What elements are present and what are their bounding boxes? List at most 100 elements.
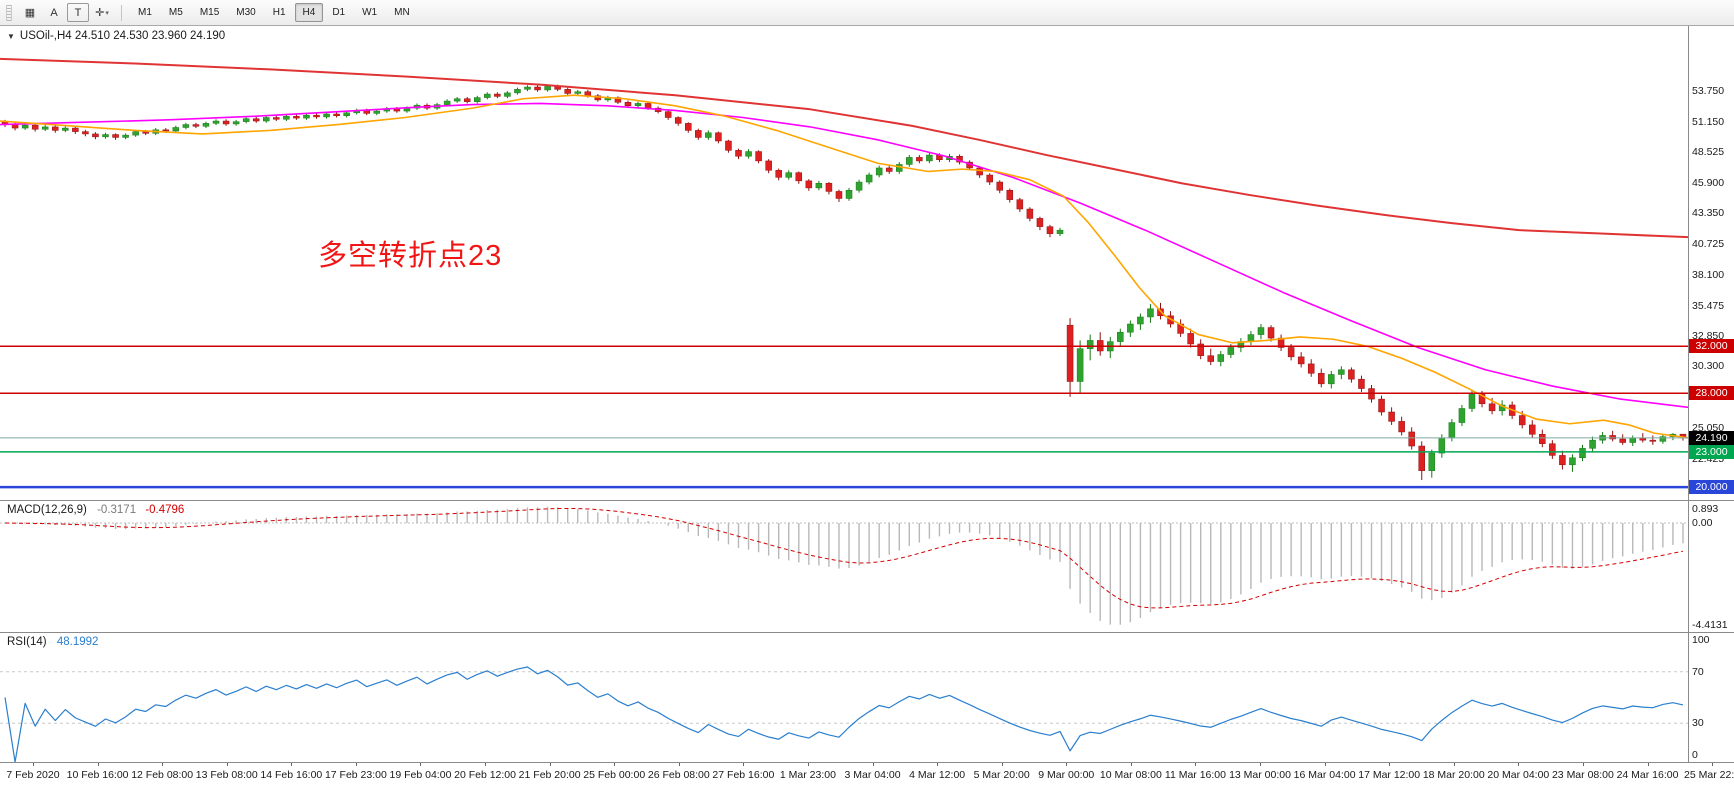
price-chart-panel: ▼ USOil-,H4 24.510 24.530 23.960 24.190 … bbox=[0, 26, 1734, 500]
time-axis-tick bbox=[97, 763, 99, 766]
timeframe-button-m30[interactable]: M30 bbox=[228, 3, 263, 22]
text-tool-icon: T bbox=[74, 6, 82, 19]
time-axis-tick bbox=[1066, 763, 1068, 766]
rsi-plot[interactable]: RSI(14) 48.1992 bbox=[0, 633, 1688, 762]
time-axis-label: 21 Feb 20:00 bbox=[518, 769, 581, 781]
time-axis-tick bbox=[1453, 763, 1455, 766]
price-chart-canvas[interactable] bbox=[0, 26, 1688, 500]
rsi-title: RSI(14) 48.1992 bbox=[7, 636, 98, 648]
macd-title: MACD(12,26,9) -0.3171 -0.4796 bbox=[7, 504, 184, 516]
macd-axis-label: 0.893 bbox=[1692, 503, 1719, 515]
time-axis-tick bbox=[807, 763, 809, 766]
time-axis-label: 13 Mar 00:00 bbox=[1229, 769, 1291, 781]
rsi-axis-label: 100 bbox=[1692, 634, 1710, 646]
rsi-panel: RSI(14) 48.1992 100 70 30 0 bbox=[0, 632, 1734, 762]
timeframe-button-h1[interactable]: H1 bbox=[265, 3, 294, 22]
timeframe-button-m15[interactable]: M15 bbox=[192, 3, 227, 22]
rsi-label: RSI(14) bbox=[7, 636, 47, 648]
time-axis-tick bbox=[1001, 763, 1003, 766]
rsi-axis[interactable]: 100 70 30 0 bbox=[1688, 633, 1734, 762]
timeframe-button-d1[interactable]: D1 bbox=[324, 3, 353, 22]
time-axis-tick bbox=[226, 763, 228, 766]
price-axis-label: 43.350 bbox=[1692, 207, 1725, 220]
symbol-info: ▼ USOil-,H4 24.510 24.530 23.960 24.190 bbox=[7, 30, 225, 42]
time-axis-tick bbox=[1518, 763, 1520, 766]
timeframe-button-h4[interactable]: H4 bbox=[294, 3, 324, 22]
price-axis-label: 35.475 bbox=[1692, 299, 1725, 312]
price-axis-label: 48.525 bbox=[1692, 146, 1725, 159]
price-axis-label: 38.100 bbox=[1692, 268, 1725, 281]
macd-canvas[interactable] bbox=[0, 501, 1688, 632]
time-axis-tick bbox=[549, 763, 551, 766]
macd-signal-value: -0.4796 bbox=[145, 504, 185, 516]
rsi-value: 48.1992 bbox=[56, 636, 99, 648]
price-axis-label: 25.050 bbox=[1692, 421, 1725, 434]
time-axis-tick bbox=[291, 763, 293, 766]
toolbar-chart-mode-button[interactable]: ▦ bbox=[19, 3, 41, 22]
macd-panel: MACD(12,26,9) -0.3171 -0.4796 0.893 0.00 -… bbox=[0, 500, 1734, 632]
time-axis-tick bbox=[485, 763, 487, 766]
macd-plot[interactable]: MACD(12,26,9) -0.3171 -0.4796 bbox=[0, 501, 1688, 632]
time-axis-tick bbox=[743, 763, 745, 766]
price-axis-label: 51.150 bbox=[1692, 115, 1725, 128]
time-axis-tick bbox=[1389, 763, 1391, 766]
time-axis-label: 26 Feb 08:00 bbox=[647, 769, 710, 781]
annotation-text[interactable]: 多空转折点23 bbox=[318, 240, 503, 272]
time-axis-label: 5 Mar 20:00 bbox=[973, 769, 1030, 781]
price-level-tag: 28.000 bbox=[1689, 386, 1734, 401]
rsi-axis-label: 70 bbox=[1692, 665, 1704, 678]
time-axis-label: 19 Feb 04:00 bbox=[389, 769, 452, 781]
time-axis-label: 12 Feb 08:00 bbox=[131, 769, 194, 781]
timeframe-button-m5[interactable]: M5 bbox=[161, 3, 191, 22]
drawing-tools-toolbar: ▦ A T ✛ ▾ bbox=[19, 3, 113, 22]
toolbar-separator bbox=[121, 4, 122, 21]
timeframe-button-mn[interactable]: MN bbox=[386, 3, 418, 22]
chart-mode-icon: ▦ bbox=[24, 7, 36, 19]
time-axis-tick bbox=[1324, 763, 1326, 766]
price-level-tag: 20.000 bbox=[1689, 480, 1734, 495]
timeframe-toolbar: M1 M5 M15 M30 H1 H4 D1 W1 MN bbox=[130, 3, 418, 22]
time-axis-label: 27 Feb 16:00 bbox=[712, 769, 775, 781]
price-chart-plot[interactable]: ▼ USOil-,H4 24.510 24.530 23.960 24.190 … bbox=[0, 26, 1688, 500]
time-axis-label: 25 Mar 22:0 bbox=[1684, 769, 1734, 781]
toolbar-crosshair-tool-button[interactable]: ✛ ▾ bbox=[91, 3, 113, 22]
price-level-tag: 23.000 bbox=[1689, 444, 1734, 459]
price-axis[interactable]: 53.750 51.150 48.525 45.900 43.350 40.725 38.1… bbox=[1688, 26, 1734, 500]
time-axis[interactable]: 7 Feb 2020 10 Feb 16:00 12 Feb 08:00 13 Feb… bbox=[0, 762, 1734, 786]
time-axis-label: 4 Mar 12:00 bbox=[909, 769, 966, 781]
time-axis-tick bbox=[872, 763, 874, 766]
toolbar-annotation-a-button[interactable]: A bbox=[43, 3, 65, 22]
dropdown-caret-icon: ▾ bbox=[105, 9, 109, 17]
price-axis-label: 45.900 bbox=[1692, 177, 1725, 190]
time-axis-label: 3 Mar 04:00 bbox=[844, 769, 901, 781]
price-axis-label: 30.300 bbox=[1692, 360, 1725, 373]
time-axis-label: 17 Mar 12:00 bbox=[1358, 769, 1421, 781]
time-axis-label: 10 Feb 16:00 bbox=[66, 769, 129, 781]
time-axis-label: 23 Mar 08:00 bbox=[1551, 769, 1614, 781]
toolbar-grip[interactable] bbox=[6, 4, 12, 21]
time-axis-label: 1 Mar 23:00 bbox=[779, 769, 836, 781]
rsi-axis-label: 0 bbox=[1692, 749, 1698, 761]
time-axis-label: 14 Feb 16:00 bbox=[260, 769, 323, 781]
time-axis-label: 25 Feb 00:00 bbox=[583, 769, 646, 781]
toolbar: ▦ A T ✛ ▾ M1 M5 M15 M30 H1 H4 D1 W1 MN bbox=[0, 0, 1734, 26]
time-axis-label: 24 Mar 16:00 bbox=[1616, 769, 1679, 781]
time-axis-tick bbox=[678, 763, 680, 766]
macd-axis[interactable]: 0.893 0.00 -4.4131 bbox=[1688, 501, 1734, 632]
rsi-axis-label: 30 bbox=[1692, 717, 1704, 730]
toolbar-text-tool-button[interactable]: T bbox=[67, 3, 89, 22]
timeframe-button-w1[interactable]: W1 bbox=[354, 3, 385, 22]
current-price-tag: 24.190 bbox=[1689, 430, 1734, 445]
rsi-canvas[interactable] bbox=[0, 633, 1688, 762]
price-axis-label: 40.725 bbox=[1692, 237, 1725, 250]
time-axis-tick bbox=[1647, 763, 1649, 766]
collapse-indicator-icon[interactable]: ▼ bbox=[7, 31, 15, 41]
time-axis-tick bbox=[1712, 763, 1714, 766]
time-axis-label: 10 Mar 08:00 bbox=[1099, 769, 1162, 781]
symbol-ohlc-text: USOil-,H4 24.510 24.530 23.960 24.190 bbox=[19, 30, 226, 42]
time-axis-tick bbox=[937, 763, 939, 766]
price-level-tag: 32.000 bbox=[1689, 339, 1734, 354]
timeframe-button-m1[interactable]: M1 bbox=[130, 3, 160, 22]
price-axis-label: 53.750 bbox=[1692, 85, 1725, 98]
